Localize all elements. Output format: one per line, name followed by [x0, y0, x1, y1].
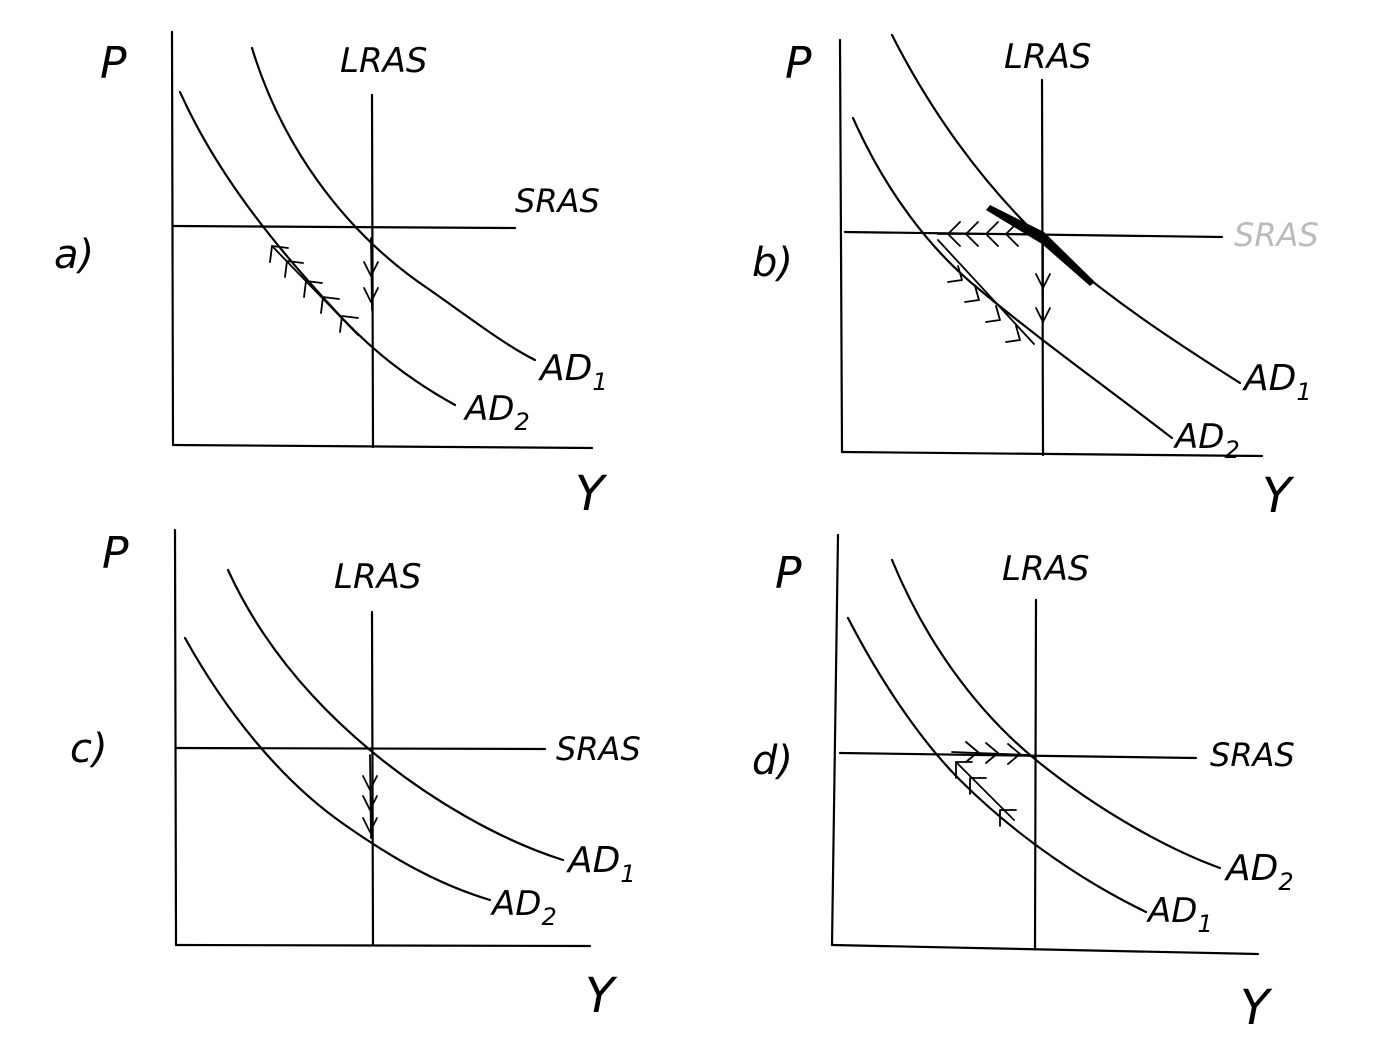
panel-d-upper-curve-label: AD2	[1224, 848, 1294, 896]
panel-a-y-axis-label: Y	[575, 466, 608, 522]
panel-d-letter: d)	[752, 738, 793, 784]
panel-c-x-axis	[174, 943, 592, 948]
panel-c-upper-ad-curve	[226, 568, 565, 862]
panel-b-down-arrows	[1035, 239, 1051, 323]
panel-d-sras-label: SRAS	[1210, 736, 1295, 774]
panel-a-lras-label: LRAS	[340, 41, 427, 81]
panel-b-p-label: P	[785, 38, 812, 89]
panel-b-x-axis	[840, 450, 1264, 458]
panel-d-y-axis	[830, 533, 840, 947]
panel-a-letter: a)	[54, 232, 94, 278]
panel-b-upper-ad-thick	[986, 205, 1095, 286]
panel-d-lower-ad-curve	[846, 616, 1148, 914]
panel-a: P a) LRAS SRAS AD1 AD2 Y	[54, 30, 608, 522]
panel-c-lower-curve-label: AD2	[490, 884, 557, 931]
panel-c-lower-ad-curve	[183, 636, 492, 902]
panel-c-sras-label: SRAS	[556, 730, 641, 768]
panel-d-p-label: P	[775, 548, 802, 599]
panel-a-up-left-arrows	[269, 245, 359, 336]
panel-b-down-right-arrows	[937, 239, 1035, 345]
panel-d-y-axis-label: Y	[1240, 980, 1273, 1036]
panel-c-letter: c)	[70, 726, 108, 772]
panel-d-upper-ad-curve	[890, 558, 1222, 870]
panel-c-lras-label: LRAS	[334, 557, 421, 597]
panel-c-p-label: P	[102, 528, 129, 579]
panel-c-y-axis	[173, 528, 178, 947]
panel-b: P b) LRAS SRAS AD1 AD2 Y	[752, 33, 1319, 524]
panel-a-upper-ad-curve	[250, 46, 537, 362]
panel-a-p-label: P	[100, 38, 127, 89]
panel-a-down-arrows	[363, 237, 379, 311]
panel-d: P d) LRAS SRAS AD2 AD1 Y	[752, 533, 1295, 1036]
panel-c-sras-line	[174, 746, 547, 751]
panel-a-lower-ad-curve	[178, 90, 457, 407]
panel-b-y-axis-label: Y	[1262, 468, 1295, 524]
panel-b-letter: b)	[752, 240, 793, 286]
panel-b-lower-ad-curve	[851, 116, 1174, 440]
panel-b-sras-label: SRAS	[1234, 216, 1319, 254]
panel-c-y-axis-label: Y	[585, 968, 618, 1024]
panel-c: P c) LRAS SRAS AD1 AD2 Y	[70, 528, 641, 1024]
panel-b-lower-curve-label: AD2	[1173, 417, 1240, 464]
panel-b-y-axis	[838, 38, 844, 454]
panel-b-left-arrows	[937, 221, 1039, 247]
panel-a-sras-line	[171, 224, 517, 230]
panel-d-lower-curve-label: AD1	[1146, 891, 1213, 938]
panel-d-lras-label: LRAS	[1002, 549, 1089, 589]
panel-d-up-left-arrows	[955, 761, 1017, 827]
panel-a-x-axis	[171, 443, 594, 450]
panel-b-upper-curve-label: AD1	[1242, 358, 1312, 406]
panel-a-y-axis	[170, 30, 175, 447]
panel-a-upper-curve-label: AD1	[538, 348, 608, 396]
panel-b-upper-ad-curve	[890, 33, 1242, 385]
panel-c-down-arrows	[362, 754, 378, 839]
panel-a-lower-curve-label: AD2	[463, 389, 530, 436]
panel-c-lras-line	[370, 610, 375, 947]
panel-c-upper-curve-label: AD1	[566, 840, 636, 888]
panel-d-right-arrows	[951, 741, 1029, 765]
panel-a-sras-label: SRAS	[515, 182, 600, 220]
panel-d-lras-line	[1033, 598, 1038, 950]
panel-b-lras-label: LRAS	[1004, 37, 1091, 77]
panel-d-x-axis	[830, 943, 1260, 956]
